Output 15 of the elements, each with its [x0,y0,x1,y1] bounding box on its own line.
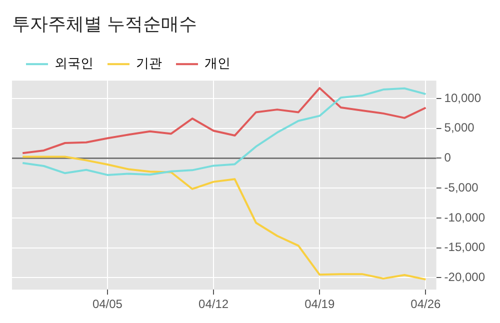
legend-label: 기관 [136,56,162,71]
y-tick-label: -15,000 [444,240,486,254]
x-tick-label: 04/26 [410,297,442,312]
y-tick-label: 5,000 [444,120,475,135]
legend-label: 외국인 [54,56,94,71]
legend-label: 개인 [204,56,230,71]
y-tick-label: -5,000 [444,180,479,194]
chart-title: 투자주체별 누적순매수 [12,14,198,34]
y-tick-label: -20,000 [444,270,486,284]
x-tick-label: 04/05 [92,297,123,312]
y-tick-label: -10,000 [444,210,486,224]
x-tick-label: 04/12 [198,297,229,312]
y-tick-label: 10,000 [444,90,482,105]
x-tick-label: 04/19 [304,297,335,312]
y-tick-label: 0 [444,150,452,165]
